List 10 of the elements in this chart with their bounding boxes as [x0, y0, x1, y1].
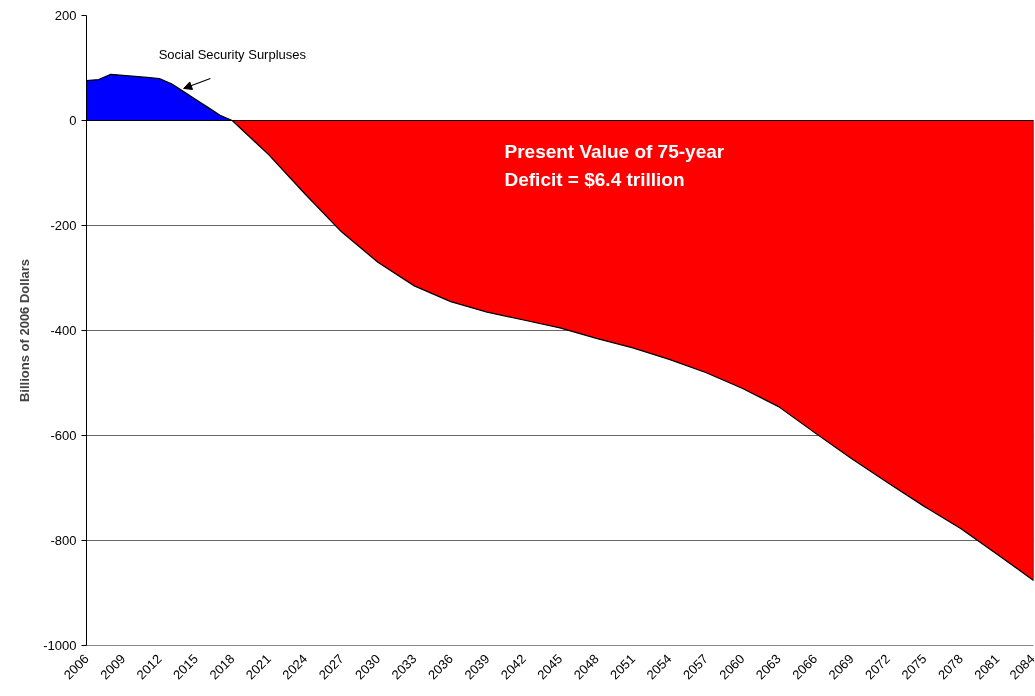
y-axis-title: Billions of 2006 Dollars — [17, 258, 33, 403]
annotation: Social Security Surpluses — [158, 47, 307, 63]
annotation: Present Value of 75-year Deficit = $6.4 trillion — [504, 140, 725, 190]
y-tick-label: -400 — [50, 323, 77, 338]
y-tick-label: -800 — [50, 533, 77, 548]
y-tick-label: -600 — [50, 428, 77, 443]
y-tick-label: 200 — [54, 8, 77, 23]
y-tick-label: -1000 — [43, 638, 77, 653]
y-tick-label: -200 — [50, 218, 77, 233]
y-tick-label: 0 — [69, 113, 77, 128]
